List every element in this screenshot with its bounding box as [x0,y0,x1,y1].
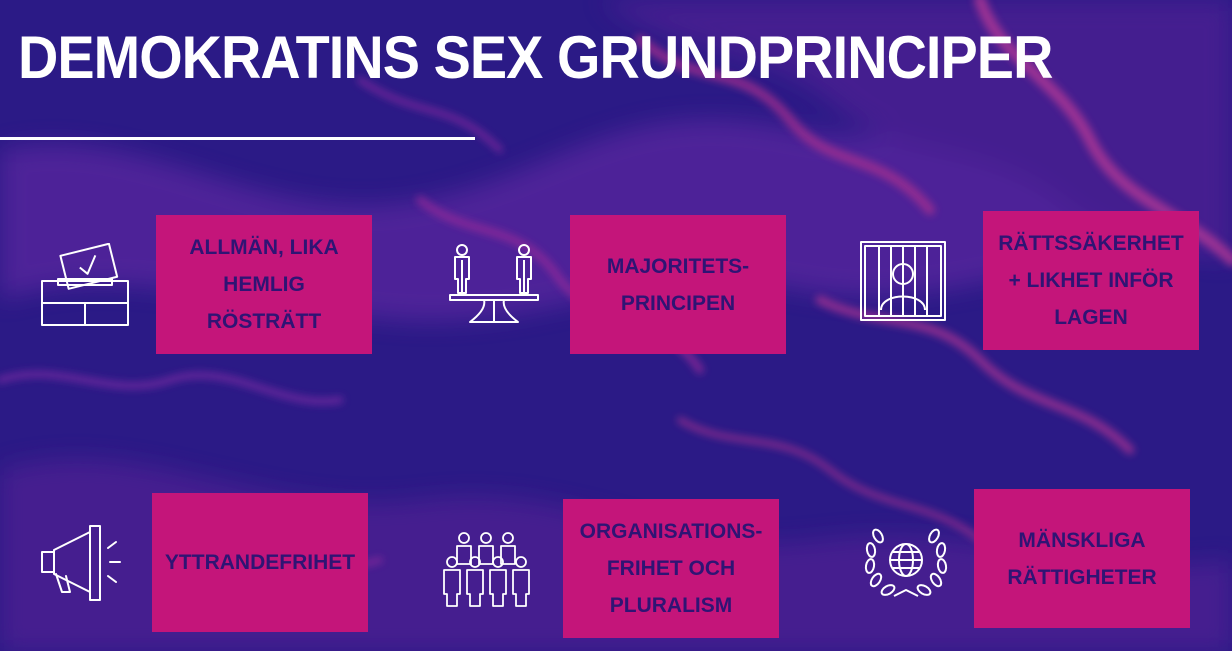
card-allman-lika-hemlig-rostratt: ALLMÄN, LIKA HEMLIG RÖSTRÄTT [156,215,372,354]
card-label: YTTRANDEFRIHET [164,551,356,574]
title-underline [0,137,475,140]
card-label: RÄTTSSÄKERHET + LIKHET INFÖR LAGEN [998,232,1184,329]
card-manskliga-rattigheter: MÄNSKLIGA RÄTTIGHETER [974,489,1190,628]
card-yttrandefrihet: YTTRANDEFRIHET [152,493,368,632]
people-group-icon [438,530,534,608]
card-label: MAJORITETS- PRINCIPEN [606,254,750,315]
card-label: MÄNSKLIGA RÄTTIGHETER [1007,528,1157,589]
card-majoritetsprincipen: MAJORITETS- PRINCIPEN [570,215,786,354]
card-organisationsfrihet-och-pluralism: ORGANISATIONS- FRIHET OCH PLURALISM [563,499,779,638]
megaphone-icon [38,522,130,604]
globe-laurel-icon [860,522,952,604]
card-label: ALLMÄN, LIKA HEMLIG RÖSTRÄTT [189,236,339,333]
card-label: ORGANISATIONS- FRIHET OCH PLURALISM [579,520,763,617]
page-title: DEMOKRATINS SEX GRUNDPRINCIPER [18,24,1053,91]
ballot-box-icon [38,243,132,329]
card-rattssakerhet-likhet-infor-lagen: RÄTTSSÄKERHET + LIKHET INFÖR LAGEN [983,211,1199,350]
prisoner-bars-icon [857,238,949,324]
seesaw-balance-icon [446,240,542,330]
